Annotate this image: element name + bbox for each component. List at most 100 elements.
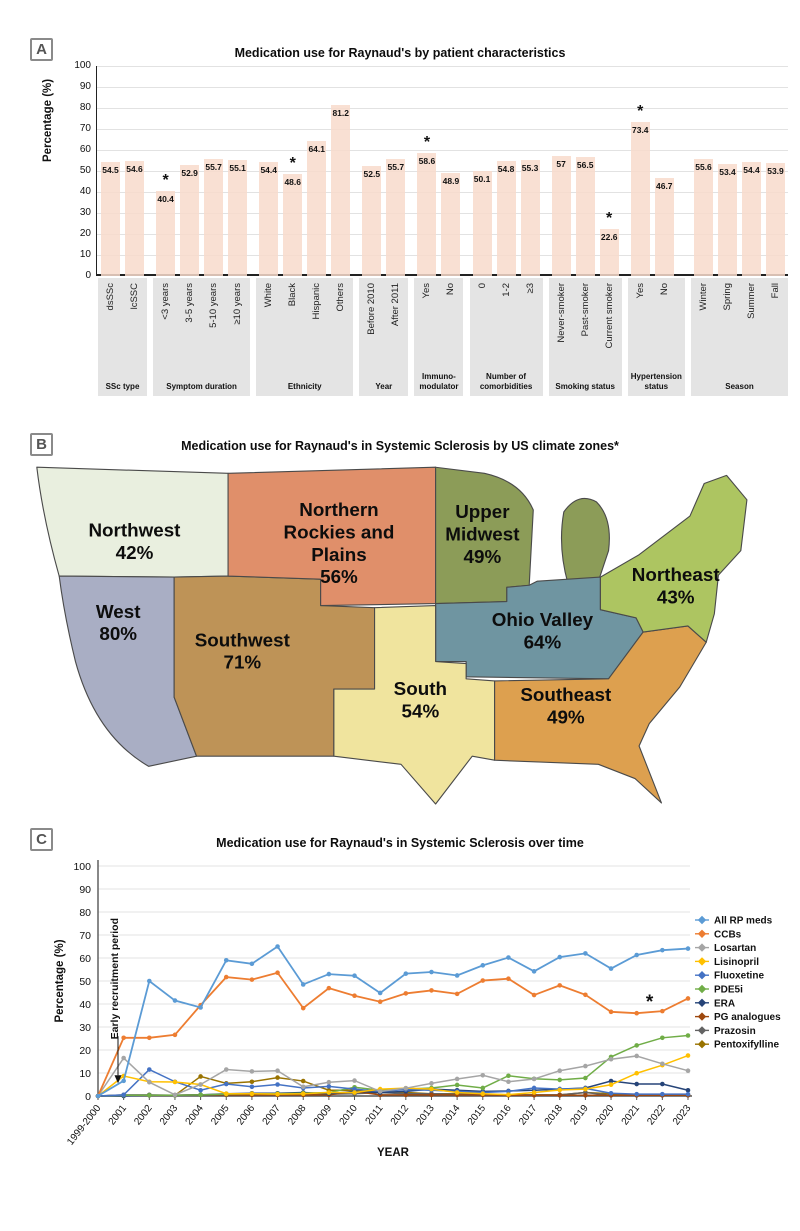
bar-group-name: Year	[375, 382, 393, 391]
bar-value-label: 54.8	[497, 163, 515, 174]
map-region-label-line: Midwest	[445, 523, 520, 544]
data-point	[403, 991, 409, 996]
bar-group-tick-labels: 0 1-2 ≥3	[473, 283, 540, 297]
y-axis-tick-label: 0	[85, 270, 91, 281]
significance-asterisk: *	[606, 209, 613, 227]
bar: 48.6 *	[283, 155, 303, 276]
data-point	[685, 946, 691, 951]
data-point	[198, 1092, 203, 1098]
data-point	[223, 974, 229, 980]
bar-category-label: ≥10 years	[232, 283, 244, 325]
data-point	[249, 1084, 255, 1090]
data-point	[454, 1076, 460, 1082]
map-region-west	[58, 575, 198, 767]
bar-group-label-band: Yes No Hypertension status	[627, 278, 685, 396]
gridline	[97, 129, 788, 130]
data-point	[429, 1086, 434, 1092]
bar: 40.4 *	[156, 172, 176, 276]
data-point	[403, 1085, 409, 1091]
map-region-label-line: 54%	[402, 701, 440, 722]
bar-group-tick-labels: Winter Spring Summer Fall	[694, 283, 785, 319]
data-point	[172, 1032, 178, 1038]
bar-value-label: 57	[556, 159, 566, 170]
panel-a: A Medication use for Raynaud's by patien…	[0, 32, 800, 422]
bar: 57	[551, 156, 571, 276]
bar-value-label: 48.6	[284, 176, 301, 187]
x-axis-tick-label: 2006	[235, 1103, 258, 1128]
bar-group-tick-labels: Never-smoker Past-smoker Current smoker	[552, 283, 619, 348]
bar-category-label: lcSSC	[129, 283, 140, 310]
x-axis-tick-label: 2013	[414, 1103, 437, 1128]
bar-category-label: Spring	[722, 283, 733, 311]
map-region-label: Ohio Valley 64%	[492, 609, 594, 652]
data-point	[147, 1093, 152, 1098]
bar-category-label: After 2011	[390, 283, 402, 327]
panel-c-title: Medication use for Raynaud's in Systemic…	[216, 836, 584, 850]
bar-value-label: 55.7	[205, 162, 222, 173]
data-point	[660, 947, 665, 953]
map-region-upper-midwest-part2	[560, 497, 610, 584]
x-axis-tick-label: 2019	[568, 1103, 591, 1128]
bar-value-label: 40.4	[157, 194, 174, 205]
data-point	[249, 1069, 255, 1074]
bar: 22.6 *	[599, 210, 619, 276]
x-axis-tick-label: 1999-2000	[65, 1103, 103, 1148]
panel-a-y-axis-title: Percentage (%)	[42, 78, 54, 162]
data-point	[429, 988, 434, 993]
bar: 55.7	[204, 159, 224, 276]
data-point	[634, 1091, 639, 1097]
bar-category-label: Current smoker	[603, 283, 615, 349]
data-point	[275, 1068, 280, 1073]
bar-category-label: Past-smoker	[579, 283, 591, 337]
data-point	[660, 1008, 665, 1014]
bar-category-label: Others	[335, 283, 347, 312]
bar-value-label: 58.6	[418, 155, 436, 166]
data-point	[275, 1091, 280, 1097]
data-point	[685, 996, 691, 1001]
data-point	[531, 1085, 537, 1091]
annotation-early-recruitment: Early recruitment period	[109, 918, 121, 1039]
legend-label: PG analogues	[714, 1012, 781, 1023]
data-point	[480, 1073, 486, 1078]
bar-group: 52.5 55.7 Before 2010 After 2011 Year	[359, 66, 409, 396]
data-point	[660, 1091, 665, 1097]
legend-marker	[697, 1012, 707, 1021]
data-point	[300, 1005, 306, 1011]
data-point	[403, 1092, 409, 1098]
data-point	[557, 1093, 563, 1098]
data-point	[660, 1035, 665, 1041]
legend-marker	[697, 984, 707, 994]
bar-category-label: No	[658, 283, 670, 296]
legend-label: All RP meds	[714, 916, 773, 927]
legend-label: Lisinopril	[714, 957, 759, 968]
data-point	[326, 1079, 332, 1085]
data-point	[326, 1084, 332, 1089]
data-point	[172, 1079, 178, 1085]
bar-category-label: 3-5 years	[184, 283, 196, 323]
data-point	[583, 1093, 588, 1098]
data-point	[121, 1035, 126, 1041]
y-axis-tick-label: 90	[79, 81, 91, 92]
data-point	[608, 1056, 614, 1062]
bar-value-label: 55.7	[387, 162, 405, 173]
bar-category-label: ≥3	[524, 283, 536, 294]
bar-category-label: Before 2010	[366, 283, 378, 335]
bar-value-label: 73.4	[631, 124, 649, 135]
data-point	[583, 951, 588, 956]
bar-group-bars: 57 56.5 22.6 *	[549, 66, 622, 276]
data-point	[531, 969, 537, 974]
legend-label: ERA	[714, 998, 735, 1009]
data-point	[557, 1087, 563, 1093]
x-axis-tick-label: 2017	[517, 1103, 540, 1128]
bar: 52.9	[180, 164, 200, 276]
legend-marker	[697, 943, 707, 952]
data-point	[531, 1076, 537, 1082]
map-region-label-line: 80%	[99, 623, 137, 644]
x-axis-tick-label: 2002	[132, 1103, 155, 1128]
x-axis-tick-label: 2020	[594, 1103, 617, 1128]
data-point	[480, 1091, 486, 1096]
data-point	[249, 961, 255, 967]
x-axis-tick-label: 2015	[466, 1103, 489, 1128]
data-point	[275, 944, 280, 949]
data-point	[557, 983, 563, 988]
